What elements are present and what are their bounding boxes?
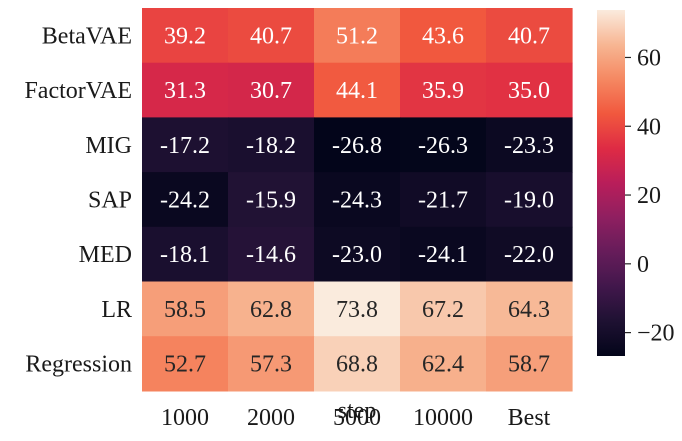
heatmap-cells: 39.2 40.7 51.2 43.6 40.7 31.3 30.7 44.1 35.9 35.0… <box>142 8 573 392</box>
cell-value-label: 64.3 <box>508 297 550 323</box>
colorbar-tick-label: 60 <box>637 45 661 71</box>
heatmap-cell <box>228 226 315 283</box>
colorbar-tick-label: 40 <box>637 114 661 140</box>
heatmap-cell <box>400 336 487 392</box>
cell-value-label: -24.1 <box>418 242 468 268</box>
y-tick-labels: BetaVAE FactorVAE MIG SAP MED LR Regression <box>24 23 132 377</box>
cell-value-label: -23.0 <box>332 242 382 268</box>
heatmap-cell <box>314 226 401 283</box>
cell-value-label: 39.2 <box>164 23 206 49</box>
cell-value-label: 51.2 <box>336 23 378 49</box>
heatmap-cell <box>228 8 315 64</box>
cell-value-label: 52.7 <box>164 352 206 378</box>
x-tick-labels: 1000 2000 5000 10000 Best <box>161 405 551 431</box>
heatmap-cell <box>400 117 487 173</box>
colorbar-tick-label: 0 <box>637 252 649 278</box>
cell-value-label: -26.8 <box>332 133 382 159</box>
y-tick-label: BetaVAE <box>42 23 132 49</box>
cell-value-label: 31.3 <box>164 78 206 104</box>
x-axis-label: step <box>338 398 377 424</box>
heatmap-cell <box>486 226 573 283</box>
x-tick-label: Best <box>508 405 551 431</box>
colorbar: −20 0 20 40 60 <box>597 10 675 356</box>
x-tick-label: 10000 <box>413 405 473 431</box>
heatmap-cell <box>486 117 573 173</box>
cell-value-label: 44.1 <box>336 78 378 104</box>
heatmap-cell <box>142 8 229 64</box>
x-tick-label: 2000 <box>247 405 295 431</box>
cell-value-label: 62.4 <box>422 352 464 378</box>
heatmap-cell <box>314 281 401 337</box>
cell-value-label: 40.7 <box>250 23 292 49</box>
cell-value-label: -17.2 <box>160 133 210 159</box>
heatmap-cell <box>400 172 487 228</box>
y-tick-label: MIG <box>85 133 132 159</box>
heatmap-cell <box>400 281 487 337</box>
heatmap-cell <box>486 62 573 118</box>
cell-value-label: 67.2 <box>422 297 464 323</box>
colorbar-ticks: −20 0 20 40 60 <box>625 45 675 347</box>
cell-value-label: 35.0 <box>508 78 550 104</box>
cell-value-label: 62.8 <box>250 297 292 323</box>
x-tick-label: 1000 <box>161 405 209 431</box>
cell-value-label: -24.2 <box>160 187 210 213</box>
cell-value-label: -15.9 <box>246 187 296 213</box>
heatmap-cell <box>142 172 229 228</box>
y-tick-label: SAP <box>88 187 132 213</box>
heatmap-cell <box>400 8 487 64</box>
cell-value-label: 58.7 <box>508 352 550 378</box>
heatmap-cell <box>142 62 229 118</box>
y-tick-label: FactorVAE <box>24 78 132 104</box>
heatmap-cell <box>142 117 229 173</box>
cell-value-label: -22.0 <box>504 242 554 268</box>
colorbar-tick-label: 20 <box>637 183 661 209</box>
y-tick-label: Regression <box>25 352 132 378</box>
cell-value-label: 43.6 <box>422 23 464 49</box>
heatmap-cell <box>486 8 573 64</box>
heatmap-cell <box>142 336 229 392</box>
heatmap-cell <box>400 226 487 283</box>
cell-value-label: -21.7 <box>418 187 468 213</box>
heatmap-cell <box>314 117 401 173</box>
cell-value-label: -26.3 <box>418 133 468 159</box>
cell-value-label: -19.0 <box>504 187 554 213</box>
cell-value-label: 58.5 <box>164 297 206 323</box>
heatmap-cell <box>486 336 573 392</box>
heatmap-cell <box>228 281 315 337</box>
colorbar-gradient <box>597 10 625 356</box>
x-tick-label: 5000 <box>333 405 381 431</box>
y-tick-label: MED <box>79 242 132 268</box>
y-tick-label: LR <box>101 297 132 323</box>
cell-value-label: 73.8 <box>336 297 378 323</box>
cell-value-label: 30.7 <box>250 78 292 104</box>
colorbar-tick-label: −20 <box>637 321 675 347</box>
heatmap-cell <box>142 281 229 337</box>
cell-value-label: -14.6 <box>246 242 296 268</box>
cell-value-label: -23.3 <box>504 133 554 159</box>
cell-value-label: 35.9 <box>422 78 464 104</box>
heatmap-cell <box>314 8 401 64</box>
cell-value-label: -24.3 <box>332 187 382 213</box>
cell-value-label: -18.2 <box>246 133 296 159</box>
heatmap-cell <box>314 336 401 392</box>
heatmap-cell <box>486 172 573 228</box>
heatmap-cell <box>486 281 573 337</box>
cell-value-label: -18.1 <box>160 242 210 268</box>
cell-value-label: 68.8 <box>336 352 378 378</box>
heatmap-cell <box>228 336 315 392</box>
cell-value-label: 40.7 <box>508 23 550 49</box>
heatmap-cell <box>400 62 487 118</box>
heatmap-cell <box>228 117 315 173</box>
heatmap-cell <box>228 62 315 118</box>
heatmap-cell <box>314 172 401 228</box>
heatmap-cell <box>142 226 229 283</box>
cell-value-label: 57.3 <box>250 352 292 378</box>
heatmap-cell <box>314 62 401 118</box>
heatmap-cell <box>228 172 315 228</box>
